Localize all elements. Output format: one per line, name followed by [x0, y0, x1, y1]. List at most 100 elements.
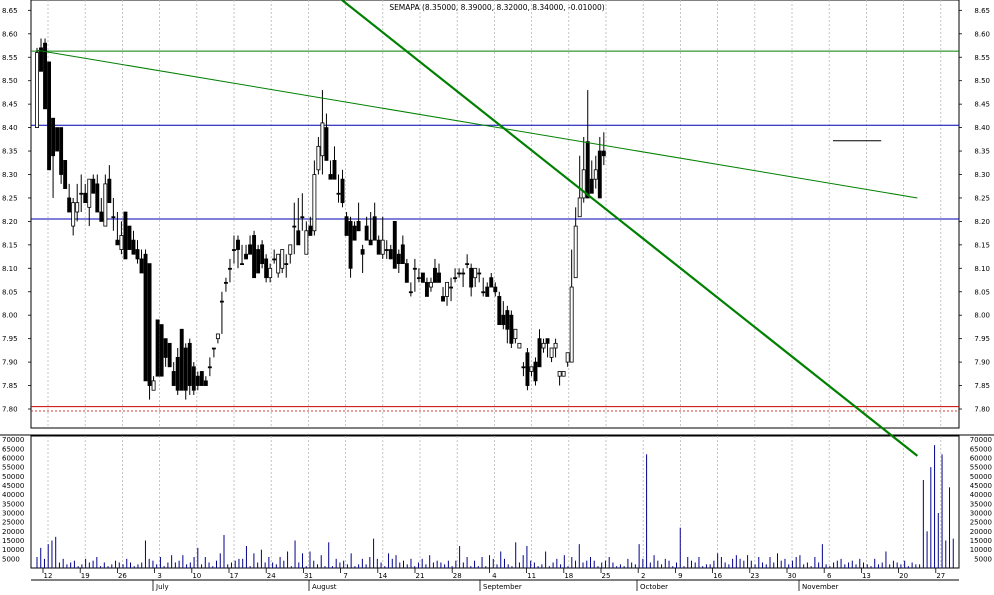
- y-tick-label-left: 8.05: [2, 288, 18, 296]
- x-day-tick-label: 9: [678, 572, 682, 580]
- volume-tick-label-left: 60000: [2, 455, 24, 463]
- y-tick-label-right: 7.85: [974, 382, 990, 390]
- candle-body: [111, 216, 116, 219]
- candle-body: [43, 42, 47, 110]
- candle-body: [348, 220, 353, 269]
- candle-body: [320, 122, 325, 157]
- candle-body: [191, 366, 196, 391]
- volume-tick-label-right: 35000: [970, 500, 992, 508]
- y-tick-label-right: 8.45: [974, 101, 990, 109]
- candle-body: [272, 258, 277, 261]
- candle-body: [593, 169, 598, 180]
- volume-tick-label-left: 15000: [2, 537, 24, 545]
- candle-body: [453, 277, 458, 280]
- candle-body: [541, 342, 546, 349]
- candle-body: [288, 244, 293, 255]
- volume-tick-label-left: 25000: [2, 519, 24, 527]
- candle-body: [39, 47, 43, 72]
- candle-body: [416, 277, 421, 280]
- candle-body: [481, 291, 486, 294]
- candle-body: [304, 230, 309, 255]
- candle-body: [469, 267, 474, 288]
- volume-tick-label-right: 40000: [970, 491, 992, 499]
- candle-body: [199, 371, 204, 386]
- candle-body: [437, 272, 441, 283]
- candle-body: [493, 286, 498, 293]
- candle-body: [316, 145, 321, 171]
- candle-body: [95, 183, 100, 213]
- y-tick-label-right: 8.30: [974, 171, 990, 179]
- candle-body: [256, 249, 261, 274]
- x-day-tick-label: 6: [827, 572, 832, 580]
- candle-body: [561, 371, 566, 377]
- x-day-tick-label: 3: [157, 572, 161, 580]
- candle-body: [525, 352, 530, 386]
- candle-body: [352, 225, 357, 241]
- x-day-tick-label: 19: [81, 572, 90, 580]
- candle-body: [557, 371, 562, 377]
- y-tick-label-right: 8.65: [974, 7, 990, 15]
- candle-body: [509, 314, 514, 344]
- x-day-tick-label: 7: [343, 572, 347, 580]
- candle-body: [35, 52, 39, 129]
- candle-body: [300, 216, 305, 219]
- volume-panel-frame: [30, 435, 960, 569]
- candle-body: [131, 239, 136, 255]
- volume-tick-label-left: 50000: [2, 473, 24, 481]
- candle-body: [107, 178, 112, 204]
- y-tick-label-left: 7.95: [2, 335, 18, 343]
- y-tick-label-left: 8.00: [2, 312, 18, 320]
- y-tick-label-left: 8.10: [2, 265, 18, 273]
- candle-body: [573, 225, 578, 279]
- x-day-tick-label: 10: [192, 572, 201, 580]
- candle-body: [119, 235, 124, 250]
- candle-body: [223, 281, 228, 284]
- x-day-tick-label: 26: [118, 572, 127, 580]
- volume-tick-label-right: 45000: [970, 482, 992, 490]
- x-day-tick-label: 4: [492, 572, 497, 580]
- candle-body: [408, 291, 413, 294]
- candle-body: [236, 239, 240, 250]
- volume-tick-label-right: 30000: [970, 510, 992, 518]
- y-tick-label-right: 7.90: [974, 359, 990, 367]
- candle-body: [356, 220, 361, 232]
- candle-body: [292, 225, 297, 228]
- x-day-tick-label: 24: [267, 572, 276, 580]
- y-tick-label-right: 7.95: [974, 335, 990, 343]
- y-tick-label-right: 8.25: [974, 194, 990, 202]
- candle-body: [577, 197, 582, 218]
- candle-body: [513, 328, 518, 340]
- candle-body: [123, 211, 128, 260]
- x-day-tick-label: 18: [564, 572, 573, 580]
- candle-body: [601, 150, 606, 157]
- candle-body: [99, 211, 104, 222]
- candle-body: [147, 263, 152, 386]
- y-tick-label-right: 8.20: [974, 218, 990, 226]
- candle-body: [139, 258, 144, 274]
- candle-body: [163, 338, 168, 358]
- candle-body: [312, 174, 317, 232]
- candle-body: [368, 239, 373, 246]
- y-tick-label-left: 8.35: [2, 148, 18, 156]
- candle-body: [244, 253, 248, 260]
- y-tick-label-left: 7.90: [2, 359, 18, 367]
- candle-body: [103, 183, 108, 227]
- candle-body: [336, 192, 341, 195]
- x-day-tick-label: 17: [230, 572, 239, 580]
- volume-tick-label-left: 35000: [2, 500, 24, 508]
- candle-body: [83, 192, 88, 204]
- candle-body: [219, 300, 224, 303]
- y-tick-label-left: 8.20: [2, 218, 18, 226]
- candle-body: [167, 342, 172, 368]
- y-tick-label-left: 8.15: [2, 241, 18, 249]
- candle-body: [388, 249, 393, 260]
- candle-body: [424, 281, 429, 297]
- candle-body: [400, 244, 405, 265]
- x-month-label: November: [802, 583, 839, 591]
- candle-body: [143, 253, 148, 382]
- candle-body: [79, 192, 84, 195]
- candle-body: [537, 338, 542, 368]
- candle-body: [597, 150, 602, 199]
- volume-tick-label-left: 30000: [2, 510, 24, 518]
